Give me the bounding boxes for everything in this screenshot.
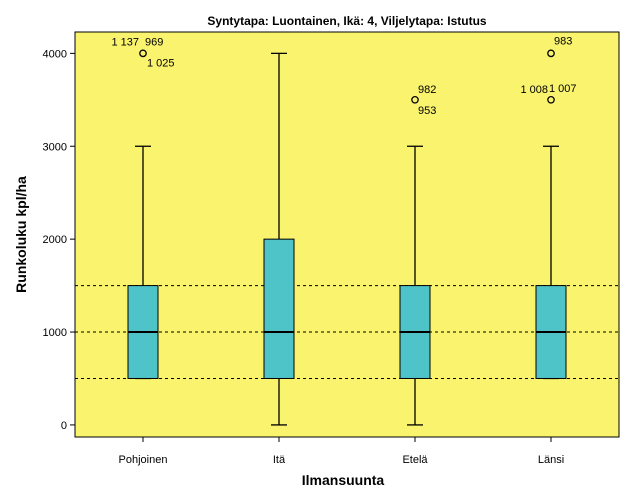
x-tick-label: Pohjoinen xyxy=(119,454,168,466)
boxes: 1 137 969 1 025 982 953 983 1 008 1 007 xyxy=(111,35,577,426)
y-axis-label: Runkoluku kpl/ha xyxy=(13,176,29,293)
outlier-label: 953 xyxy=(418,105,436,117)
x-tick-label: Etelä xyxy=(402,454,428,466)
outlier-point xyxy=(547,49,555,58)
outlier-label: 1 008 xyxy=(520,84,548,96)
outlier-label: 1 137 xyxy=(111,36,139,48)
box-itä xyxy=(263,52,295,426)
outlier-label: 969 xyxy=(145,36,163,48)
x-tick-label: Länsi xyxy=(538,454,564,466)
outlier-label: 983 xyxy=(554,35,572,47)
y-tick-label: 2000 xyxy=(43,234,67,246)
outlier-point xyxy=(547,95,555,104)
x-axis-label: Ilmansuunta xyxy=(302,472,385,488)
outlier-point xyxy=(411,95,419,104)
plot-area xyxy=(74,31,620,438)
y-tick-label: 1000 xyxy=(43,327,67,339)
y-tick-label: 4000 xyxy=(43,48,67,60)
iqr-box xyxy=(263,238,295,379)
box-etelä: 982 953 xyxy=(399,84,436,426)
x-tick-label: Itä xyxy=(273,454,286,466)
y-axis: 0 1000 2000 3000 4000 xyxy=(43,48,75,432)
chart-title: Syntytapa: Luontainen, Ikä: 4, Viljelyta… xyxy=(207,14,486,28)
box-länsi: 983 1 008 1 007 xyxy=(520,35,577,380)
reference-lines xyxy=(75,285,619,379)
x-axis: Pohjoinen Itä Etelä Länsi xyxy=(119,437,564,466)
y-tick-label: 0 xyxy=(61,420,67,432)
box-pohjoinen: 1 137 969 1 025 xyxy=(111,36,175,380)
outlier-label: 982 xyxy=(418,84,436,96)
y-tick-label: 3000 xyxy=(43,141,67,153)
outlier-label: 1 007 xyxy=(549,83,577,95)
outlier-point xyxy=(139,49,147,58)
outlier-label: 1 025 xyxy=(147,57,175,69)
